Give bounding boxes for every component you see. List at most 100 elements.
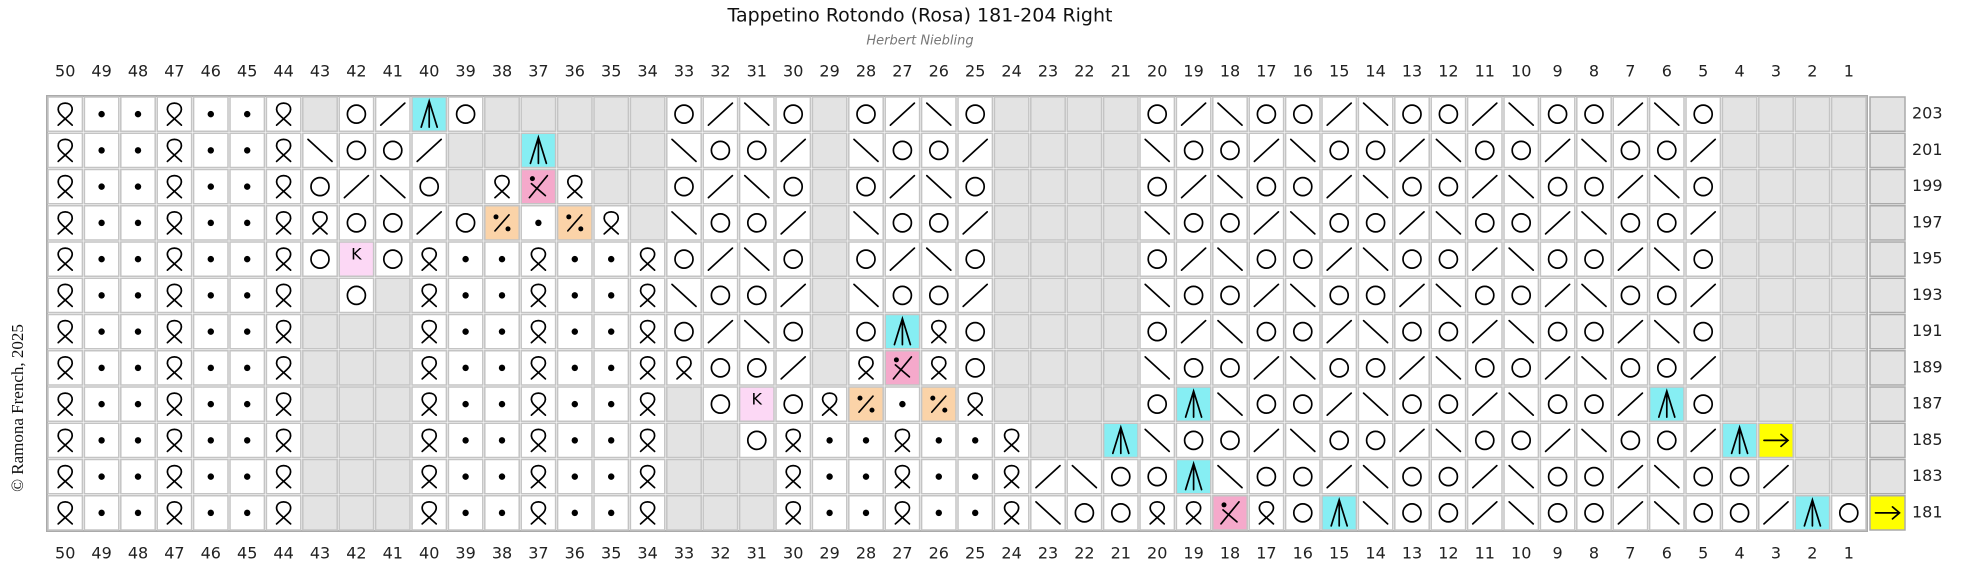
cell [229, 350, 266, 386]
stitch-cell [1830, 168, 1867, 205]
stitch-cell [1539, 495, 1576, 531]
cell [1576, 495, 1612, 531]
purl-dot [498, 400, 506, 408]
column-label-bottom: 29 [819, 544, 839, 563]
column-label-top: 39 [455, 62, 475, 81]
column-label-top: 28 [856, 62, 876, 81]
column-label-top: 1 [1844, 62, 1854, 81]
cell [884, 458, 921, 495]
stitch-cell [1794, 168, 1831, 205]
stitch-cell [1284, 241, 1321, 277]
k2tog [416, 211, 443, 235]
side-cell [1869, 386, 1906, 422]
twisted-knit [166, 501, 183, 525]
cell [47, 422, 84, 459]
twisted-knit [639, 501, 656, 525]
cell [775, 168, 812, 205]
cell [156, 458, 193, 495]
stitch-cell [1284, 168, 1321, 205]
stitch-cell [520, 277, 557, 314]
k2tog [1326, 464, 1353, 489]
stitch-cell [884, 313, 921, 350]
ssk [671, 138, 697, 163]
stitch-cell [666, 458, 702, 495]
stitch-cell [265, 386, 302, 422]
column-label-bottom: 47 [164, 544, 184, 563]
stitch-cell [1248, 96, 1285, 132]
column-label-bottom: 36 [565, 544, 585, 563]
stitch-cell [1066, 132, 1103, 169]
stitch-cell [593, 96, 630, 132]
yarn-over [746, 430, 767, 451]
purl-dot [207, 183, 214, 190]
column-label-bottom: 14 [1365, 544, 1385, 563]
stitch-cell [702, 495, 739, 531]
stitch-cell [775, 495, 812, 531]
cell [1030, 132, 1066, 169]
yarn-over [1693, 394, 1714, 414]
stitch-cell [920, 168, 957, 205]
stitch-cell [229, 495, 266, 531]
stitch-cell [374, 386, 411, 422]
cell [1830, 350, 1867, 386]
cell [1830, 313, 1867, 350]
cell [993, 458, 1030, 495]
stitch-cell [811, 277, 848, 314]
cell [1794, 205, 1831, 241]
cell [1794, 168, 1831, 205]
stitch-cell [1648, 132, 1685, 169]
k2tog [1544, 356, 1571, 380]
k2tog [1326, 247, 1353, 271]
cell [338, 350, 375, 386]
cell [920, 277, 957, 314]
stitch-cell [1539, 386, 1576, 422]
column-label-top: 24 [1001, 62, 1021, 81]
cell [156, 313, 193, 350]
cell [775, 96, 812, 132]
cell [520, 458, 557, 495]
stitch-cell [520, 96, 557, 132]
purl-dot [608, 473, 615, 480]
stitch-cell [1830, 386, 1867, 422]
cell [520, 422, 557, 459]
column-label-top: 23 [1038, 62, 1058, 81]
stitch-cell [666, 386, 702, 422]
stitch-cell [484, 350, 520, 386]
stitch-cell [1576, 205, 1612, 241]
stitch-cell [957, 458, 994, 495]
twisted-knit [858, 356, 874, 380]
purl-dot [98, 255, 105, 263]
stitch-cell [1794, 495, 1831, 531]
stitch-cell [1576, 495, 1612, 531]
k2tog [962, 283, 989, 308]
yarn-over [1256, 466, 1277, 487]
purl-dot [134, 509, 142, 517]
k2tog [1471, 392, 1498, 416]
cell [374, 132, 411, 169]
purl-dot [826, 509, 833, 517]
purl-dot [244, 328, 251, 335]
stitch-cell [156, 277, 193, 314]
column-label-bottom: 49 [91, 544, 111, 563]
k2tog [1035, 464, 1061, 489]
twisted-knit [894, 501, 911, 525]
stitch-cell [120, 277, 156, 314]
stitch-cell [1139, 495, 1176, 531]
yarn-over [1656, 285, 1677, 306]
yarn-over [783, 321, 804, 342]
ssk [1144, 283, 1171, 308]
purl-dot [244, 292, 251, 299]
cell [1357, 205, 1394, 241]
stitch-cell [411, 495, 448, 531]
ssk [925, 247, 952, 271]
stitch-cell [1539, 168, 1576, 205]
stitch-cell [192, 422, 229, 459]
stitch-cell [1576, 386, 1612, 422]
stitch-cell [1102, 495, 1139, 531]
k2tog [889, 174, 916, 199]
k2tog [1326, 102, 1353, 126]
purl-dot [608, 437, 615, 444]
stitch-cell [738, 205, 775, 241]
stitch-cell [848, 313, 884, 350]
